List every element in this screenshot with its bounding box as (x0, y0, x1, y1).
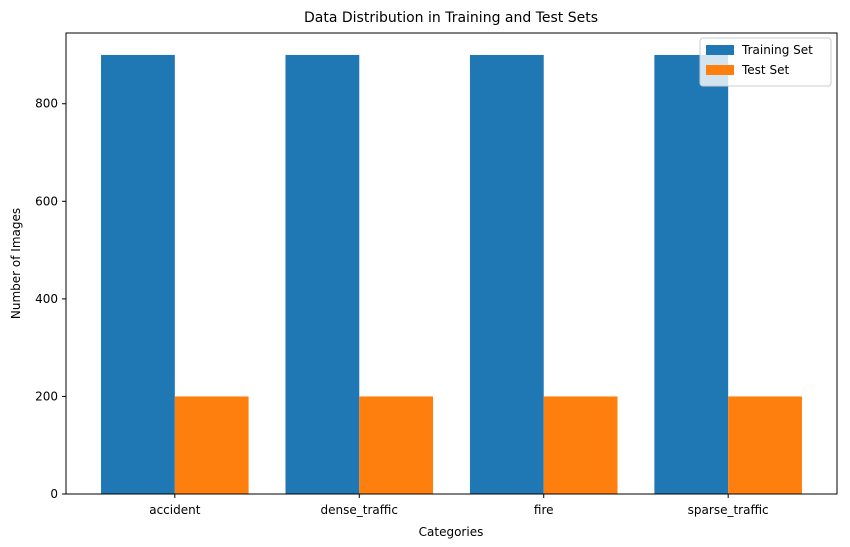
x-tick-label: fire (534, 503, 554, 517)
bar-test-accident (174, 396, 249, 494)
y-axis-label: Number of Images (9, 208, 23, 319)
x-axis: accident dense_traffic fire sparse_traffic (149, 494, 769, 517)
x-axis-label: Categories (419, 525, 484, 539)
y-tick-label: 600 (35, 194, 58, 208)
y-tick-label: 400 (35, 292, 58, 306)
legend-swatch (706, 45, 734, 55)
y-tick-label: 0 (50, 487, 58, 501)
bar-test-fire (543, 396, 618, 494)
x-tick-label: sparse_traffic (688, 503, 769, 517)
bar-test-sparse_traffic (728, 396, 802, 494)
bar-training-fire (469, 54, 544, 494)
y-tick-label: 200 (35, 389, 58, 403)
bar-training-dense_traffic (285, 54, 360, 494)
legend-label: Training Set (741, 43, 813, 57)
legend-label: Test Set (741, 63, 789, 77)
bar-training-sparse_traffic (654, 54, 729, 494)
bar-training-accident (101, 54, 175, 494)
bar-test-dense_traffic (359, 396, 434, 494)
y-axis: 0 200 400 600 800 (35, 97, 66, 501)
plot-area-frame (65, 32, 838, 495)
y-tick-label: 800 (35, 97, 58, 111)
bars-group (101, 54, 802, 494)
x-tick-label: accident (149, 503, 200, 517)
x-tick-label: dense_traffic (321, 503, 398, 517)
chart-title: Data Distribution in Training and Test S… (304, 10, 598, 26)
legend: Training Set Test Set (699, 37, 832, 87)
legend-swatch (706, 65, 734, 75)
